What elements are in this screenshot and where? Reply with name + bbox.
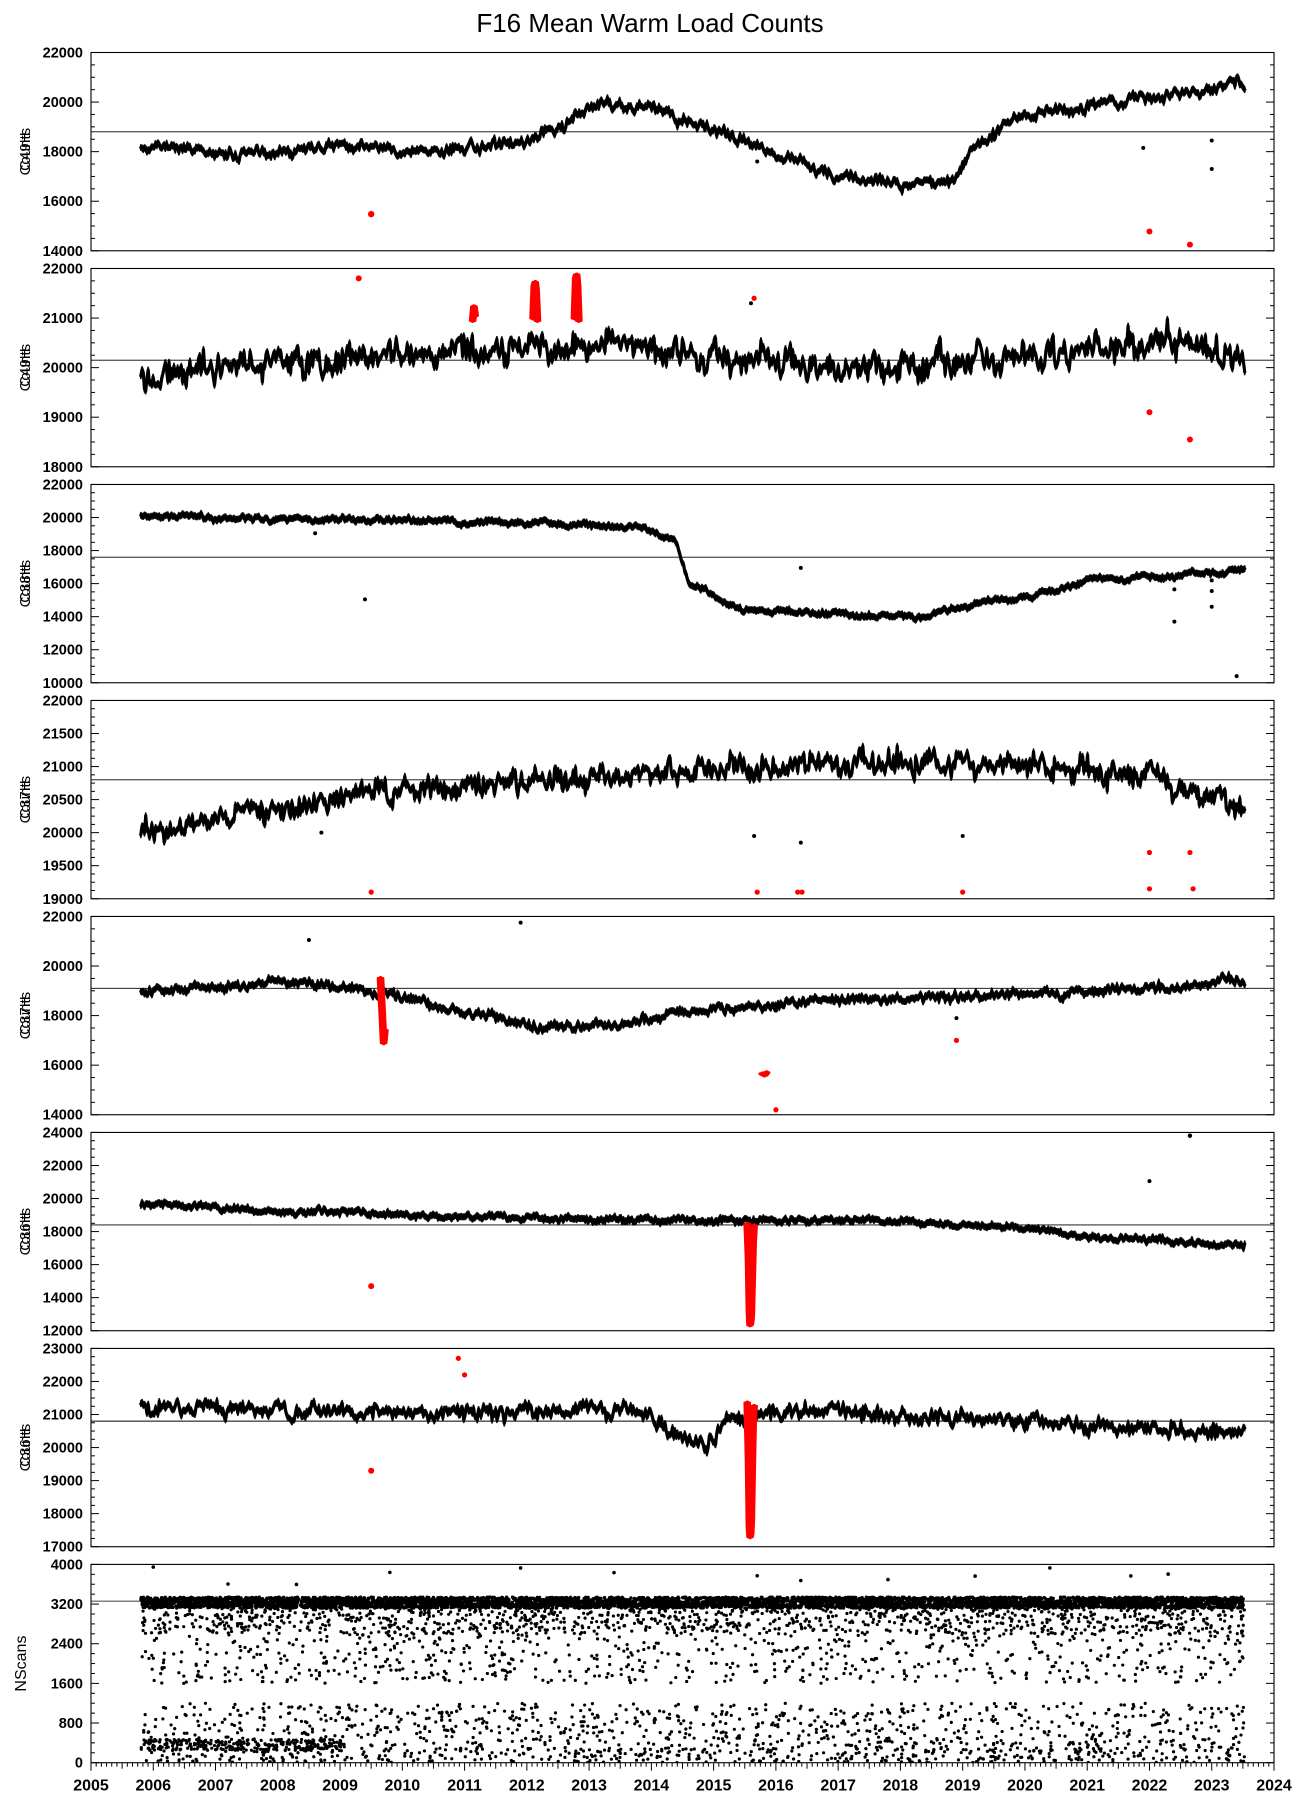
svg-text:Counts: Counts — [17, 128, 34, 176]
svg-text:22000: 22000 — [43, 477, 83, 493]
svg-text:19500: 19500 — [43, 859, 83, 875]
svg-text:22000: 22000 — [43, 46, 83, 62]
svg-text:18000: 18000 — [43, 1507, 83, 1523]
svg-text:22000: 22000 — [43, 693, 83, 709]
svg-text:22000: 22000 — [43, 1158, 83, 1174]
svg-text:21000: 21000 — [43, 311, 83, 327]
svg-text:NScans: NScans — [13, 1636, 30, 1692]
svg-text:22000: 22000 — [43, 909, 83, 925]
svg-text:14000: 14000 — [43, 610, 83, 626]
svg-text:2400: 2400 — [51, 1637, 83, 1653]
svg-text:12000: 12000 — [43, 643, 83, 659]
svg-text:20000: 20000 — [43, 959, 83, 975]
svg-text:19000: 19000 — [43, 892, 83, 908]
svg-text:17000: 17000 — [43, 1540, 83, 1556]
svg-text:19000: 19000 — [43, 1474, 83, 1490]
svg-text:0: 0 — [75, 1756, 83, 1772]
svg-text:16000: 16000 — [43, 577, 83, 593]
svg-text:18000: 18000 — [43, 1009, 83, 1025]
svg-text:18000: 18000 — [43, 1225, 83, 1241]
svg-text:1600: 1600 — [51, 1676, 83, 1692]
svg-text:21000: 21000 — [43, 1408, 83, 1424]
svg-text:20000: 20000 — [43, 95, 83, 111]
svg-text:20000: 20000 — [43, 361, 83, 377]
svg-text:24000: 24000 — [43, 1125, 83, 1141]
svg-text:Counts: Counts — [17, 992, 34, 1040]
svg-text:14000: 14000 — [43, 1108, 83, 1124]
svg-text:18000: 18000 — [43, 145, 83, 161]
svg-text:16000: 16000 — [43, 1258, 83, 1274]
svg-text:3200: 3200 — [51, 1597, 83, 1613]
svg-text:20500: 20500 — [43, 793, 83, 809]
svg-text:12000: 12000 — [43, 1324, 83, 1340]
svg-text:23000: 23000 — [43, 1341, 83, 1357]
svg-text:19000: 19000 — [43, 410, 83, 426]
svg-text:16000: 16000 — [43, 1058, 83, 1074]
svg-text:14000: 14000 — [43, 1291, 83, 1307]
svg-text:21000: 21000 — [43, 760, 83, 776]
svg-text:10000: 10000 — [43, 676, 83, 692]
svg-text:20000: 20000 — [43, 511, 83, 527]
svg-text:Counts: Counts — [17, 344, 34, 392]
svg-text:18000: 18000 — [43, 460, 83, 476]
svg-text:18000: 18000 — [43, 544, 83, 560]
svg-text:21500: 21500 — [43, 727, 83, 743]
svg-text:14000: 14000 — [43, 244, 83, 260]
svg-text:20000: 20000 — [43, 1192, 83, 1208]
svg-text:Counts: Counts — [17, 776, 34, 824]
svg-text:800: 800 — [59, 1716, 83, 1732]
svg-text:20000: 20000 — [43, 1441, 83, 1457]
svg-text:22000: 22000 — [43, 1374, 83, 1390]
svg-text:22000: 22000 — [43, 261, 83, 277]
svg-text:4000: 4000 — [51, 1557, 83, 1573]
svg-text:Counts: Counts — [17, 1424, 34, 1472]
svg-text:Counts: Counts — [17, 560, 34, 608]
svg-text:20000: 20000 — [43, 826, 83, 842]
svg-text:16000: 16000 — [43, 194, 83, 210]
svg-text:Counts: Counts — [17, 1208, 34, 1256]
